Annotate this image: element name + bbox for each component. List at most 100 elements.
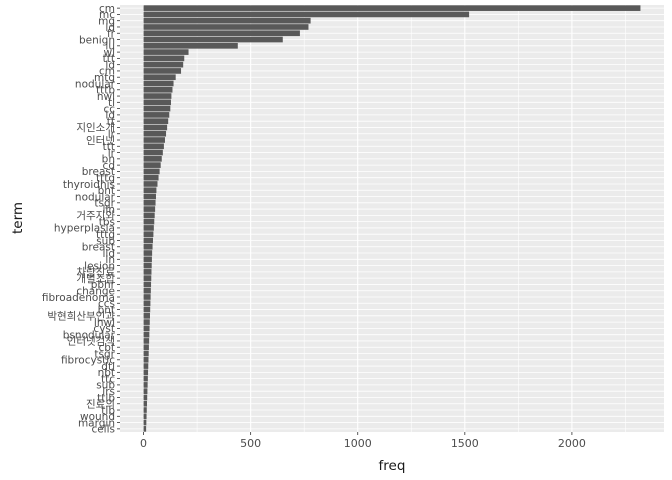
y-tick-label: tt <box>107 116 115 128</box>
bar <box>143 49 189 55</box>
y-tick-label: lr <box>108 147 116 159</box>
y-tick-label: cbt <box>98 342 115 354</box>
y-tick-label: ld <box>105 22 115 34</box>
y-tick-label: cyst <box>93 323 115 335</box>
bar <box>143 243 153 250</box>
bar <box>143 413 147 420</box>
bar <box>143 231 154 238</box>
bar <box>143 149 163 156</box>
y-tick-label: lr <box>108 129 116 141</box>
y-tick-label: fr <box>107 28 116 40</box>
bar <box>143 137 165 143</box>
y-tick-label: ttc <box>101 373 115 385</box>
bar <box>143 419 147 426</box>
y-tick-label: 지인소개 <box>76 122 115 134</box>
y-tick-label: sub <box>96 235 115 247</box>
y-axis-title: term <box>10 202 26 234</box>
y-tick-label: cm <box>99 66 115 78</box>
bar <box>143 356 149 363</box>
bar <box>143 11 470 18</box>
bar <box>143 162 161 168</box>
y-tick-label: 거주지와 <box>76 210 115 222</box>
y-tick-label: wound <box>80 411 115 423</box>
y-tick-label: cells <box>91 424 115 436</box>
bar <box>143 262 152 269</box>
y-tick-label: ttt <box>103 141 115 153</box>
y-tick-label: bnt <box>98 185 115 197</box>
y-tick-label: dtl <box>101 361 115 373</box>
bar <box>143 319 150 325</box>
x-tick-label: 500 <box>240 437 261 450</box>
x-tick-label: 2000 <box>558 437 586 450</box>
y-tick-label: cm <box>99 3 115 15</box>
bar <box>143 250 153 256</box>
bar <box>143 199 156 206</box>
y-tick-label: 인터넷검색 <box>67 336 115 348</box>
y-tick-label: thyroidhis <box>63 179 115 191</box>
bar <box>143 187 157 194</box>
bar <box>143 375 148 382</box>
x-axis-ticks: 0 500 1000 1500 2000 <box>140 432 586 450</box>
bar <box>143 313 150 319</box>
bar <box>143 55 185 62</box>
y-tick-label: nwl <box>97 91 115 103</box>
y-tick-label: lesion <box>84 260 115 272</box>
y-tick-label: lln <box>103 204 116 216</box>
bar <box>143 118 169 124</box>
bar <box>143 80 174 87</box>
bar <box>143 174 159 181</box>
bar <box>143 426 147 432</box>
y-tick-label: 박현희산부인과 <box>47 311 115 323</box>
y-tick-label: mc <box>99 9 115 21</box>
y-tick-label: tbs <box>99 216 115 228</box>
y-tick-label: tl <box>108 97 115 109</box>
y-tick-label: 인터넷 <box>86 135 115 147</box>
y-tick-label: ttlb <box>97 392 115 404</box>
bar <box>143 130 167 137</box>
y-tick-label: benign <box>79 34 115 46</box>
bar <box>143 24 309 30</box>
y-tick-label: wl <box>103 47 115 59</box>
y-tick-label: breast <box>82 242 115 254</box>
bar <box>143 306 151 313</box>
bar <box>143 225 154 231</box>
y-tick-label: tttb <box>96 85 115 97</box>
bar <box>143 124 168 131</box>
bar <box>143 269 152 275</box>
y-tick-label: hyperplasia <box>54 223 115 235</box>
bar <box>143 74 176 81</box>
bar <box>143 275 152 281</box>
y-tick-label: bsnodular <box>63 329 116 341</box>
y-tick-label: pbhr <box>91 279 116 291</box>
bar <box>143 206 156 212</box>
y-tick-label: nodular <box>75 78 116 90</box>
x-axis-title: freq <box>379 458 406 474</box>
y-tick-label: mtg <box>94 72 115 84</box>
y-tick-label: mg <box>98 15 115 27</box>
y-tick-label: breast <box>82 166 115 178</box>
bar <box>143 143 164 150</box>
y-tick-label: 차량진료 <box>76 267 115 279</box>
bar <box>143 382 148 388</box>
bar <box>143 300 151 307</box>
bar <box>143 193 156 200</box>
y-tick-label: tlb <box>101 405 115 417</box>
bar <box>143 369 149 376</box>
y-tick-label: 개별조합 <box>76 273 115 285</box>
bar <box>143 287 151 294</box>
bar <box>143 294 151 300</box>
y-tick-label: fibrocystic <box>61 355 115 367</box>
bar <box>143 168 160 175</box>
bar <box>143 156 162 162</box>
bar <box>143 344 149 351</box>
bar <box>143 350 149 357</box>
bar <box>143 325 150 332</box>
bar <box>143 93 172 99</box>
y-tick-label: cc <box>103 103 115 115</box>
y-tick-label: tttg <box>96 172 115 184</box>
bar <box>143 256 152 263</box>
bar <box>143 99 171 106</box>
bar <box>143 388 148 395</box>
x-tick-label: 1000 <box>344 437 372 450</box>
y-tick-label: tttg <box>96 229 115 241</box>
